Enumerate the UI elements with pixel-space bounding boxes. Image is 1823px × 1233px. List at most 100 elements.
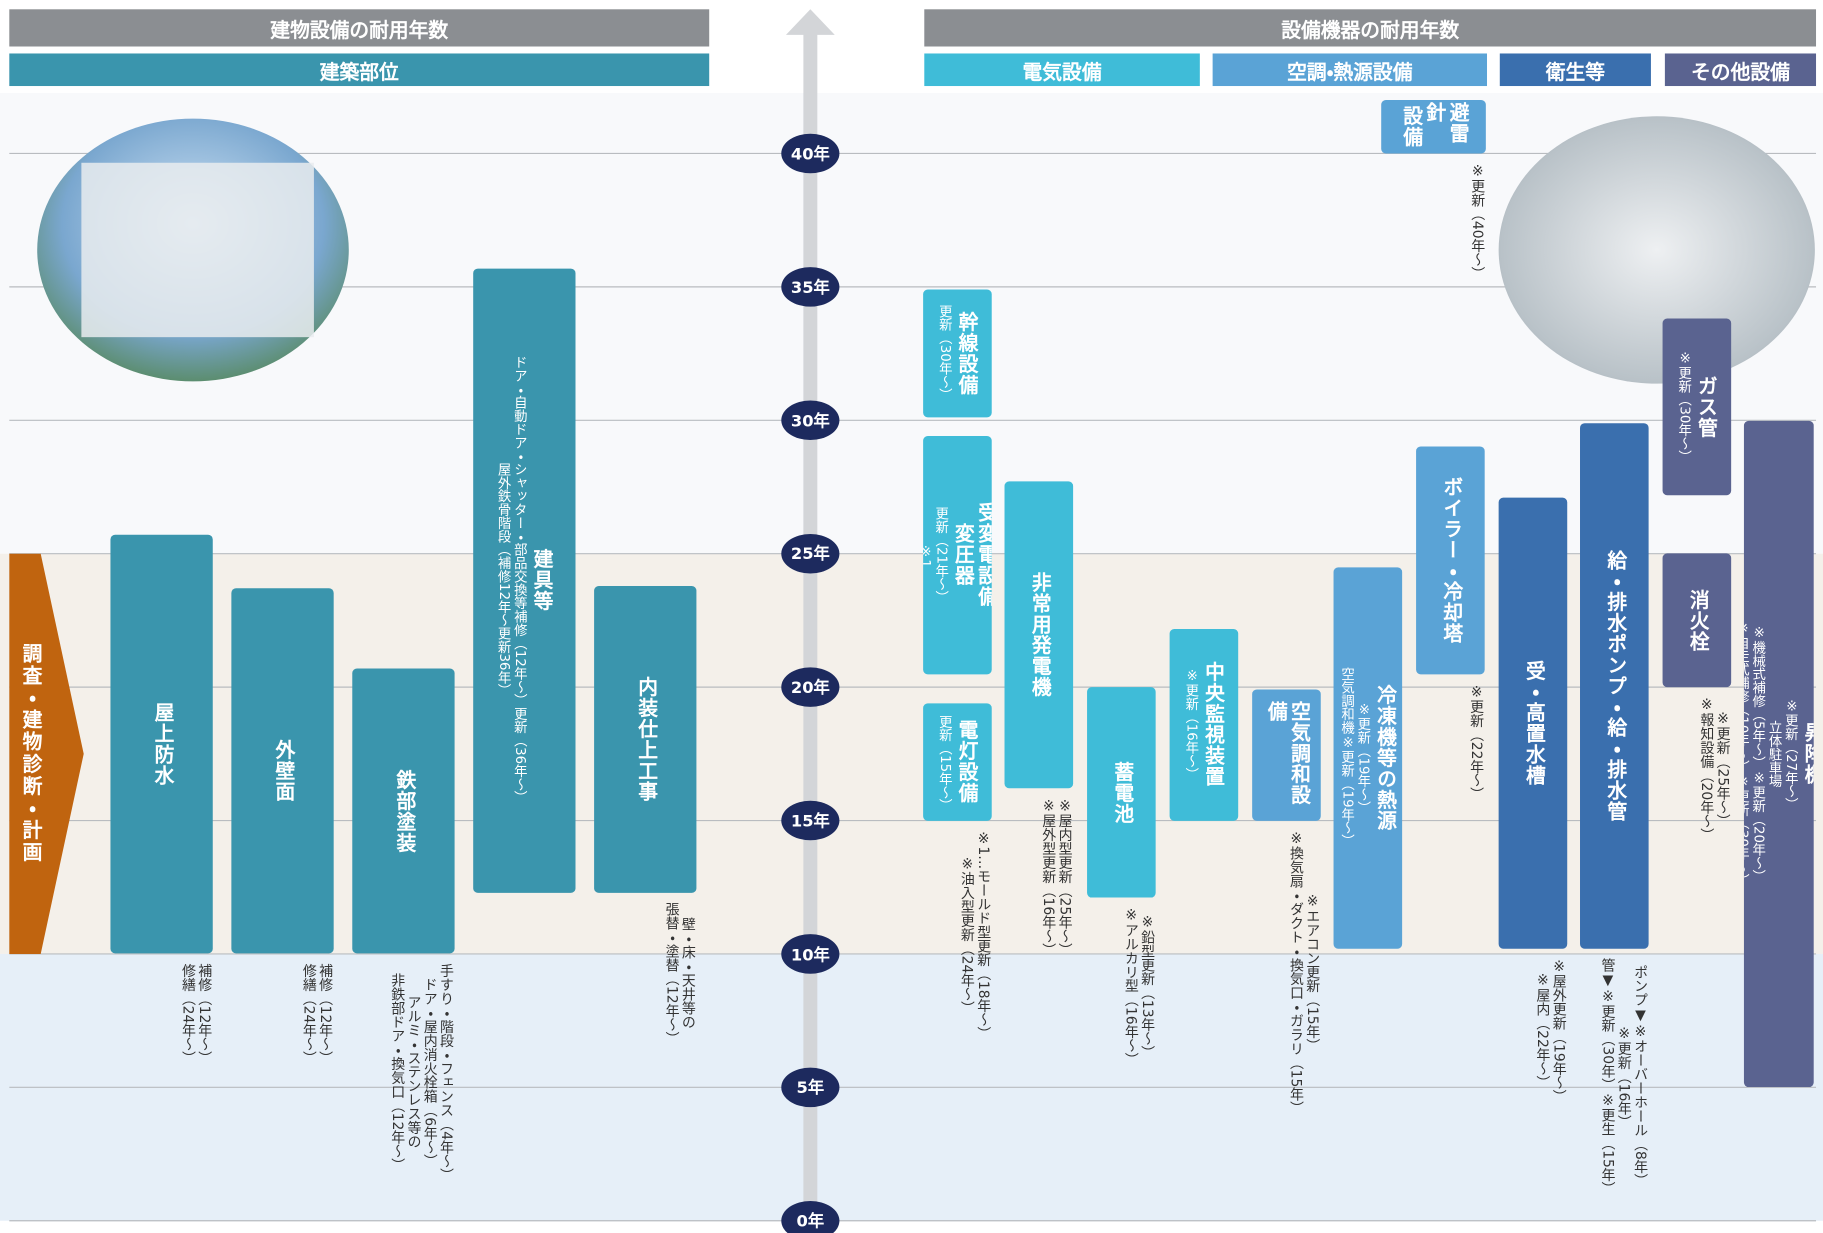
- page: 調査・建物診断・計画0年5年10年15年20年25年30年35年40年建物設備の…: [0, 0, 1823, 1233]
- lifespan-bar: 空気調和設備: [1252, 690, 1321, 821]
- item-note: ※更新（40年～）: [1470, 163, 1486, 281]
- item-inner-note: ※1: [923, 543, 934, 568]
- infographic: 調査・建物診断・計画0年5年10年15年20年25年30年35年40年建物設備の…: [0, 0, 1823, 1233]
- item-notes: ※屋外更新（19年～）※屋内（22年～）: [1499, 958, 1568, 1104]
- item-notes: ※更新（40年～）: [1381, 163, 1486, 281]
- item-label: 給・排水ポンプ・給・排水管: [1603, 550, 1626, 822]
- item-notes: ※1…モールド型更新（18年～）※油入型更新（24年～）: [923, 830, 992, 1040]
- lifespan-bar: 非常用発電機: [1005, 482, 1074, 789]
- item-label: 幹線設備: [954, 312, 977, 396]
- item-inner-note: ※更新（30年～）: [1677, 350, 1693, 464]
- item-notes: ※更新（25年～）※報知設備（20年～）: [1663, 696, 1732, 842]
- lifespan-bar: 屋上防水: [110, 535, 212, 954]
- item-notes: ※屋内型更新（25年～）※屋外型更新（16年～）: [1005, 798, 1074, 958]
- item-notes: 手すり・階段・フェンス（4年～）ドア・屋内消火栓箱（6年～）アルミ・ステンレス等…: [352, 963, 454, 1181]
- item-label: 中央監視装置: [1200, 662, 1223, 788]
- item-label: 電灯設備: [954, 720, 977, 804]
- item-note: ※報知設備（20年～）: [1699, 696, 1715, 842]
- building-shape: [81, 163, 314, 337]
- lifespan-bar: 消火栓: [1663, 554, 1732, 687]
- item-note: ※アルカリ型（16年～）: [1123, 907, 1139, 1067]
- item-label: 建具等: [529, 549, 552, 612]
- tick-label: 20年: [781, 670, 839, 705]
- lifespan-bar: 避雷針設備: [1381, 100, 1486, 153]
- item-inner-note: 空気調和機※更新（19年～）: [1340, 668, 1356, 848]
- section-header: 衛生等: [1500, 53, 1651, 86]
- item-label: 非常用発電機: [1027, 572, 1050, 698]
- section-header: 空調・熱源設備: [1213, 53, 1487, 86]
- lifespan-bar: 鉄部塗装: [352, 668, 454, 953]
- item-inner-note: 更新（15年～）: [938, 715, 954, 809]
- lifespan-bar: 冷凍機等の熱源※更新（19年～）空気調和機※更新（19年～）: [1334, 567, 1403, 949]
- section-header: 電気設備: [924, 53, 1200, 86]
- lifespan-bar: 中央監視装置※更新（16年～）: [1170, 628, 1239, 820]
- item-label: 外壁面: [271, 740, 294, 803]
- item-notes: 補修（12年～）修繕（24年～）: [231, 963, 333, 1064]
- item-label: 蓄電池: [1110, 761, 1133, 824]
- item-note: ※換気扇・ダクト・換気口・ガラリ（15年）: [1288, 830, 1304, 1115]
- item-note: 非鉄部ドア・換気口（12年～）: [389, 973, 405, 1172]
- item-inner-note: 立体駐車場: [1767, 720, 1783, 787]
- item-note: 張替・塗替（12年～）: [664, 902, 680, 1045]
- item-inner-note: ※更新（16年～）: [1184, 668, 1200, 782]
- section-header: 建築部位: [9, 53, 709, 86]
- item-label: 冷凍機等の熱源: [1372, 685, 1395, 831]
- lifespan-bar: 昇降機※更新（27年～）立体駐車場※機械式補修（5年～）※更新（20年～）※自走…: [1744, 420, 1814, 1087]
- item-inner-note: ※更新（27年～）: [1783, 697, 1799, 811]
- item-note: ※更新（16年）: [1616, 1025, 1632, 1129]
- item-note: 管▼※更新（30年）※更生（15年）: [1600, 958, 1616, 1196]
- lifespan-bar: 受・高置水槽: [1499, 498, 1568, 949]
- item-notes: ※鉛型更新（13年～）※アルカリ型（16年～）: [1087, 907, 1156, 1067]
- item-note: 補修（12年～）: [317, 963, 333, 1064]
- phase-label: 調査・建物診断・計画: [9, 554, 51, 954]
- item-label: 受・高置水槽: [1521, 660, 1544, 786]
- header-right: 設備機器の耐用年数: [924, 9, 1816, 46]
- item-label: 鉄部塗装: [392, 769, 415, 853]
- item-note: ※屋内（22年～）: [1535, 972, 1551, 1090]
- item-label: 屋上防水: [150, 703, 173, 787]
- item-inner-note: 更新（30年～）: [938, 305, 954, 402]
- item-note: ※屋内型更新（25年～）: [1057, 798, 1073, 958]
- item-inner-note: ※機械式補修（5年～）※更新（20年～）: [1751, 624, 1767, 883]
- item-notes: 壁・床・天井等の張替・塗替（12年～）: [594, 902, 696, 1045]
- tick-label: 25年: [781, 536, 839, 571]
- item-inner-note: 屋外鉄骨階段（補修12年～更新36年）: [496, 463, 512, 698]
- item-note: ※エアコン更新（15年）: [1304, 893, 1320, 1053]
- item-note: 補修（12年～）: [196, 963, 212, 1064]
- axis-head: [786, 9, 835, 35]
- item-note: ドア・屋内消火栓箱（6年～）: [422, 977, 438, 1167]
- item-notes: ※更新（22年～）: [1416, 683, 1485, 801]
- item-note: 壁・床・天井等の: [680, 918, 696, 1030]
- item-label: 変圧器: [950, 524, 973, 587]
- tick-label: 30年: [781, 403, 839, 438]
- item-note: ※更新（22年～）: [1468, 683, 1484, 801]
- lifespan-bar: 外壁面: [231, 588, 333, 954]
- item-note: ポンプ▼※オーバーホール（8年）: [1632, 965, 1648, 1188]
- item-note: ※油入型更新（24年～）: [959, 855, 975, 1015]
- tick-label: 35年: [781, 269, 839, 304]
- item-note: ※屋外更新（19年～）: [1551, 958, 1567, 1104]
- tick-label: 40年: [781, 136, 839, 171]
- tick-label: 5年: [781, 1070, 839, 1105]
- item-note: ※屋外型更新（16年～）: [1041, 798, 1057, 958]
- item-note: 修繕（24年～）: [180, 963, 196, 1064]
- lifespan-bar: 内装仕上工事: [594, 586, 696, 893]
- header-left: 建物設備の耐用年数: [9, 9, 709, 46]
- tick-label: 15年: [781, 803, 839, 838]
- lifespan-bar: 給・排水ポンプ・給・排水管: [1580, 423, 1649, 949]
- lifespan-bar: 幹線設備更新（30年～）: [923, 290, 992, 418]
- item-notes: ※エアコン更新（15年）※換気扇・ダクト・換気口・ガラリ（15年）: [1252, 830, 1321, 1115]
- panel-photo: [1499, 116, 1815, 383]
- item-notes: 補修（12年～）修繕（24年～）: [110, 963, 212, 1064]
- item-label: 消火栓: [1685, 589, 1708, 652]
- lifespan-bar: ボイラー・冷却塔: [1416, 447, 1485, 674]
- section-header: その他設備: [1665, 53, 1816, 86]
- item-label: ガス管: [1693, 376, 1716, 439]
- item-label: ボイラー・冷却塔: [1439, 477, 1462, 644]
- lifespan-bar: 蓄電池: [1087, 687, 1156, 898]
- item-label: 避雷針: [1422, 102, 1469, 151]
- lifespan-bar: ガス管※更新（30年～）: [1663, 319, 1732, 495]
- item-notes: ポンプ▼※オーバーホール（8年）※更新（16年）管▼※更新（30年）※更生（15…: [1580, 958, 1649, 1196]
- item-label: 内装仕上工事: [634, 676, 657, 802]
- item-inner-note: ※更新（19年～）: [1356, 701, 1372, 815]
